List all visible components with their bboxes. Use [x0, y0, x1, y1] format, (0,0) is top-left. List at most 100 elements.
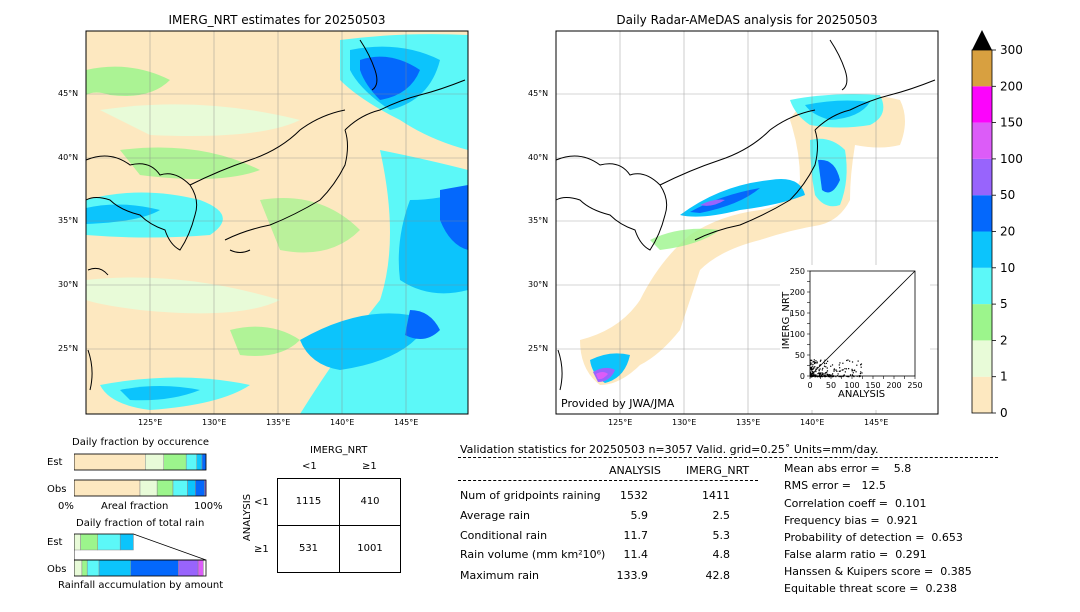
scatter-point — [858, 376, 860, 378]
scatter-point — [859, 373, 862, 375]
lat-label: 35°N — [58, 216, 79, 225]
scatter-point — [841, 369, 843, 371]
scatter-point — [812, 372, 814, 375]
scatter-point — [819, 364, 822, 366]
scatter-point — [813, 367, 815, 369]
scatter-point — [813, 361, 816, 363]
scatter-point — [838, 364, 840, 366]
score: Equitable threat score = 0.238 — [784, 582, 957, 595]
stack-segment — [74, 453, 146, 471]
scatter-xtick-label: 50 — [826, 381, 836, 390]
col-imerg: IMERG_NRT — [686, 464, 750, 477]
credit-text: Provided by JWA/JMA — [561, 397, 675, 410]
scatter-point — [815, 360, 817, 362]
colorbar-segment — [972, 86, 992, 123]
contingency-table: 1115 410 531 1001 — [277, 478, 401, 573]
scatter-point — [827, 374, 829, 376]
scatter-point — [819, 372, 821, 374]
scatter-point — [815, 374, 817, 376]
scatter-point — [815, 362, 817, 364]
totalrain-title: Daily fraction of total rain — [76, 518, 205, 529]
scatter-ytick-label: 100 — [790, 330, 805, 339]
scatter-point — [852, 374, 854, 377]
scatter-point — [844, 368, 846, 370]
colorbar-tick-label: 200 — [1000, 79, 1023, 93]
scatter-point — [825, 372, 827, 374]
stack-segment — [197, 559, 204, 577]
colorbar-tick-label: 300 — [1000, 43, 1023, 57]
scatter-point — [811, 368, 813, 370]
colorbar-segment — [972, 340, 992, 377]
scatter-point — [823, 374, 825, 376]
scatter-point — [818, 374, 821, 376]
scatter-point — [831, 375, 833, 378]
colorbar-tick-label: 100 — [1000, 152, 1023, 166]
score: Hanssen & Kuipers score = 0.385 — [784, 565, 972, 578]
scatter-point — [848, 368, 850, 370]
left-map — [85, 30, 469, 415]
stack-segment — [156, 479, 174, 497]
lat-label: 40°N — [58, 153, 79, 162]
ct-cell: 1001 — [357, 543, 383, 554]
lon-label: 125°E — [608, 418, 633, 427]
scatter-point — [846, 375, 848, 378]
scatter-point — [824, 359, 826, 361]
scatter-point — [810, 373, 812, 376]
stack-segment — [74, 559, 83, 577]
scatter-point — [822, 367, 824, 370]
scatter-point — [852, 370, 854, 372]
scatter-point — [814, 362, 816, 364]
scatter-ticks: 0 50 100 150 200 250 0 50 100 150 200 250 — [790, 267, 923, 390]
scatter-point — [818, 375, 820, 377]
scatter-point — [812, 361, 815, 363]
scatter-point — [810, 362, 812, 364]
colorbar-tick-label: 50 — [1000, 188, 1015, 202]
scatter-point — [824, 363, 826, 365]
scatter-point — [823, 375, 826, 377]
lat-label: 40°N — [528, 153, 549, 162]
lat-label: 35°N — [528, 216, 549, 225]
scatter-xtick-label: 150 — [865, 381, 880, 390]
colorbar-over-arrow — [972, 30, 992, 50]
scatter-plot: 0 50 100 150 200 250 0 50 100 150 200 250 — [790, 267, 923, 390]
scatter-point — [853, 375, 855, 378]
scatter-point — [843, 374, 845, 376]
scatter-point — [820, 374, 822, 376]
scatter-point — [821, 369, 823, 371]
rain-xlabel: Rainfall accumulation by amount — [58, 580, 224, 591]
scatter-point — [839, 375, 842, 377]
ct-row-ge1: ≥1 — [254, 544, 269, 555]
stack-segment — [196, 453, 203, 471]
lon-label: 145°E — [394, 418, 419, 427]
ct-cell: 410 — [360, 496, 380, 507]
stack-segment — [201, 453, 207, 471]
scatter-point — [833, 370, 835, 372]
scatter-point — [826, 367, 828, 369]
lon-label: 130°E — [672, 418, 697, 427]
colorbar-segment — [972, 158, 992, 196]
colorbar-segment — [972, 231, 992, 268]
scatter-point — [827, 375, 829, 378]
scatter-point — [819, 375, 821, 378]
scatter-point — [812, 365, 814, 367]
scatter-point — [859, 375, 861, 377]
stack-segment — [172, 479, 188, 497]
scatter-point — [823, 361, 825, 363]
scatter-point — [812, 372, 814, 374]
scatter-point — [843, 374, 845, 377]
colorbar-tick-label: 5 — [1000, 297, 1008, 311]
scatter-point — [842, 369, 844, 371]
colorbar-segment — [972, 267, 992, 305]
scatter-point — [811, 370, 813, 372]
validation-header: Validation statistics for 20250503 n=305… — [460, 443, 879, 456]
scatter-point — [825, 362, 828, 364]
scatter-point — [825, 375, 827, 377]
stack-segment — [145, 453, 165, 471]
scatter-point — [842, 362, 844, 364]
scatter-point — [826, 373, 829, 375]
scatter-point — [838, 370, 840, 372]
ct-col-ge1: ≥1 — [362, 461, 377, 472]
rain-row-est: Est — [47, 537, 63, 548]
scatter-point — [813, 359, 815, 361]
scatter-inset: 0 50 100 150 200 250 0 50 100 150 200 250 ANALYSIS … — [780, 265, 930, 410]
